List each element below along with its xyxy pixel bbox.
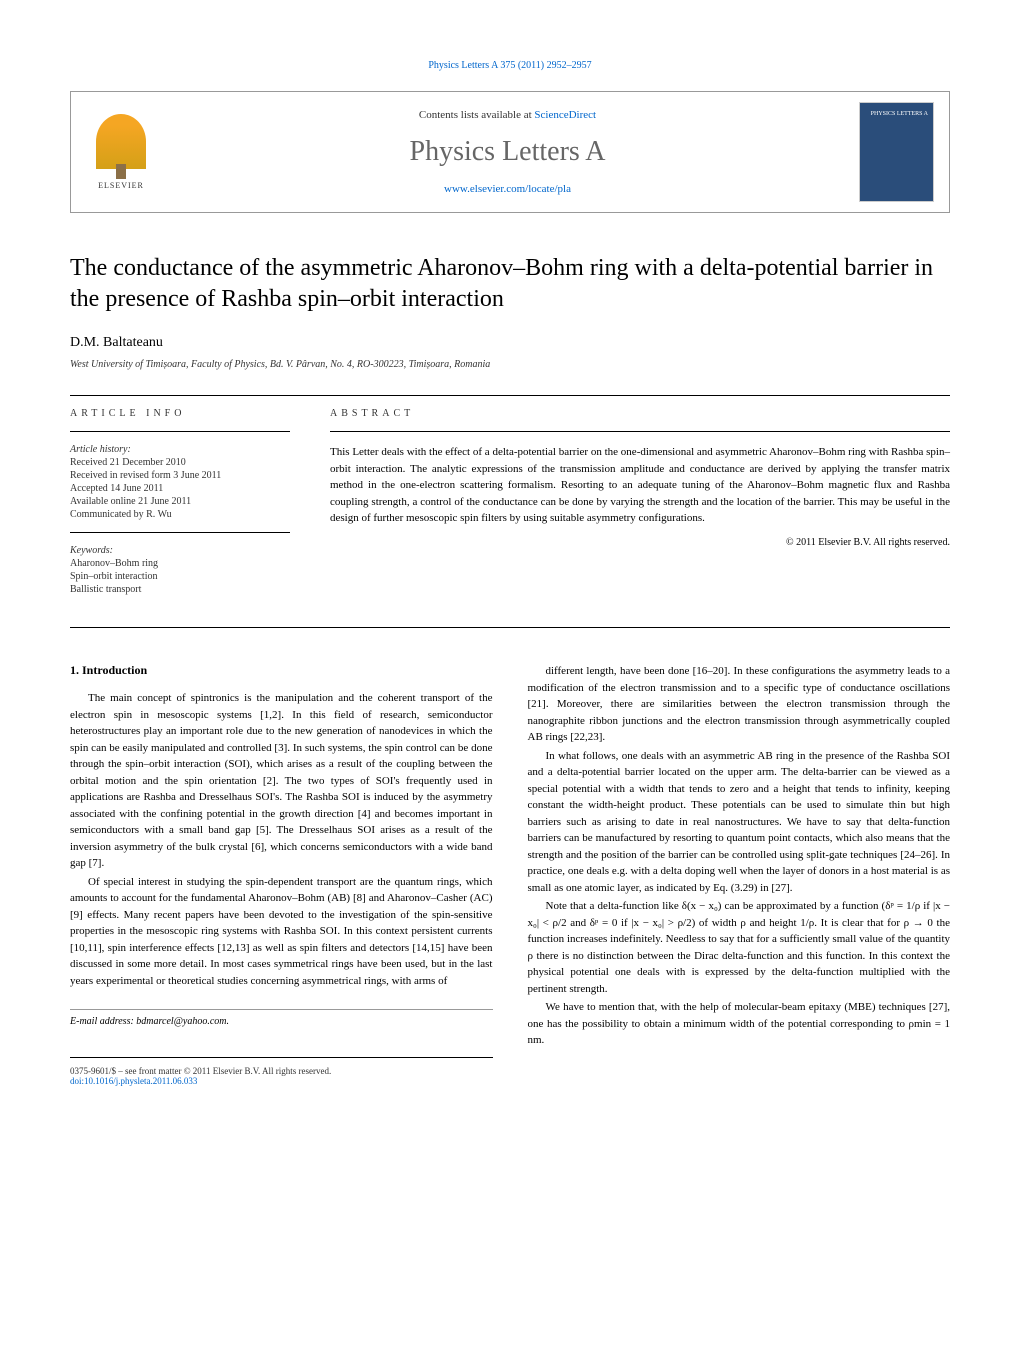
header-center: Contents lists available at ScienceDirec… [156,109,859,195]
info-divider [70,431,290,432]
page-container: Physics Letters A 375 (2011) 2952–2957 E… [0,0,1020,1146]
paragraph-3: different length, have been done [16–20]… [528,663,951,746]
body-columns: 1. Introduction The main concept of spin… [70,663,950,1086]
contents-text: Contents lists available at [419,109,534,121]
header-citation: Physics Letters A 375 (2011) 2952–2957 [70,60,950,71]
info-abstract-row: ARTICLE INFO Article history: Received 2… [70,408,950,597]
elsevier-logo: ELSEVIER [86,112,156,192]
revised-date: Received in revised form 3 June 2011 [70,470,290,481]
abstract-column: ABSTRACT This Letter deals with the effe… [330,408,950,597]
email-footer: E-mail address: bdmarcel@yahoo.com. [70,1009,493,1027]
sciencedirect-link[interactable]: ScienceDirect [534,109,596,121]
received-date: Received 21 December 2010 [70,457,290,468]
keywords-label: Keywords: [70,545,290,556]
elsevier-tree-icon [96,114,146,169]
divider [70,395,950,396]
contents-line: Contents lists available at ScienceDirec… [156,109,859,121]
keyword-1: Aharonov–Bohm ring [70,558,290,569]
body-divider [70,627,950,628]
email-label: E-mail address: [70,1016,134,1027]
article-info-column: ARTICLE INFO Article history: Received 2… [70,408,290,597]
footer-block: 0375-9601/$ – see front matter © 2011 El… [70,1057,493,1086]
issn-text: 0375-9601/$ – see front matter © 2011 El… [70,1066,493,1076]
paragraph-1: The main concept of spintronics is the m… [70,690,493,872]
journal-cover-thumb: PHYSICS LETTERS A [859,102,934,202]
cover-label: PHYSICS LETTERS A [871,111,928,117]
right-column: different length, have been done [16–20]… [528,663,951,1086]
kw-divider [70,532,290,533]
available-date: Available online 21 June 2011 [70,496,290,507]
author-affiliation: West University of Timișoara, Faculty of… [70,359,950,370]
abstract-heading: ABSTRACT [330,408,950,419]
communicated-by: Communicated by R. Wu [70,509,290,520]
keywords-block: Keywords: Aharonov–Bohm ring Spin–orbit … [70,532,290,595]
paragraph-2: Of special interest in studying the spin… [70,874,493,990]
author-name: D.M. Baltateanu [70,335,950,351]
elsevier-text: ELSEVIER [98,181,144,190]
article-title: The conductance of the asymmetric Aharon… [70,253,950,315]
doi-link[interactable]: doi:10.1016/j.physleta.2011.06.033 [70,1076,197,1086]
journal-header-box: ELSEVIER Contents lists available at Sci… [70,91,950,213]
abstract-divider [330,431,950,432]
journal-name: Physics Letters A [156,136,859,168]
paragraph-5: Note that a delta-function like δ(x − x₀… [528,898,951,997]
section-1-heading: 1. Introduction [70,663,493,678]
accepted-date: Accepted 14 June 2011 [70,483,290,494]
keyword-2: Spin–orbit interaction [70,571,290,582]
email-link[interactable]: bdmarcel@yahoo.com. [136,1016,229,1027]
paragraph-6: We have to mention that, with the help o… [528,999,951,1049]
citation-link[interactable]: Physics Letters A 375 (2011) 2952–2957 [428,60,591,71]
abstract-copyright: © 2011 Elsevier B.V. All rights reserved… [330,537,950,548]
paragraph-4: In what follows, one deals with an asymm… [528,748,951,897]
abstract-text: This Letter deals with the effect of a d… [330,444,950,527]
history-label: Article history: [70,444,290,455]
left-column: 1. Introduction The main concept of spin… [70,663,493,1086]
journal-url[interactable]: www.elsevier.com/locate/pla [156,183,859,195]
article-info-heading: ARTICLE INFO [70,408,290,419]
keyword-3: Ballistic transport [70,584,290,595]
